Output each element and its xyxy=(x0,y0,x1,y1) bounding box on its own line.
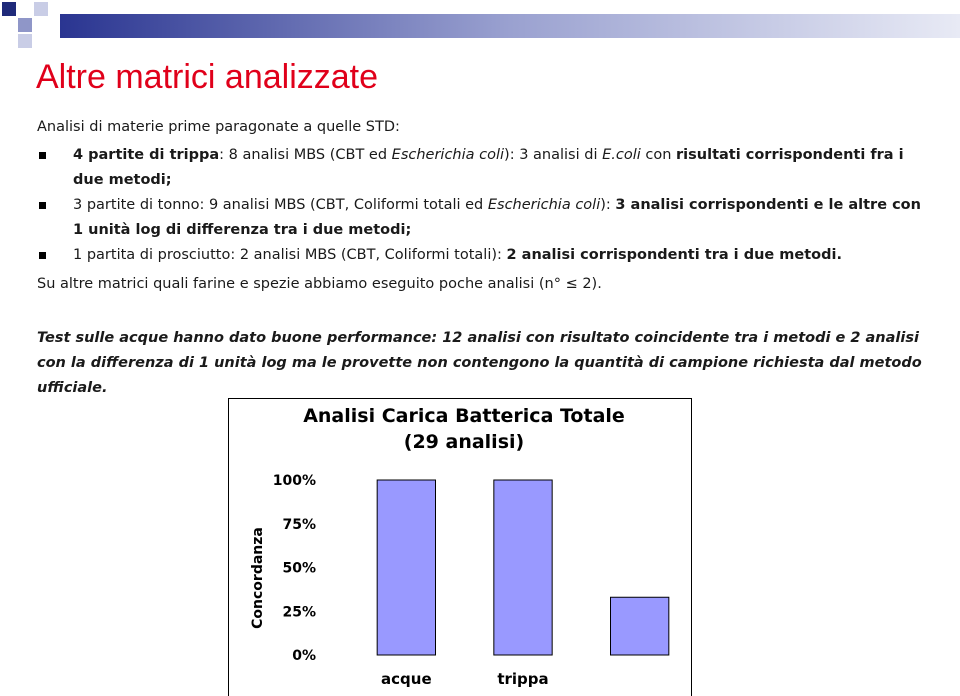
bar xyxy=(610,596,670,656)
chart-subtitle: (29 analisi) xyxy=(404,431,524,453)
y-tick-label: 100% xyxy=(273,473,316,489)
text-run: : 8 analisi MBS (CBT ed xyxy=(219,147,392,163)
text-run: con xyxy=(640,147,677,163)
text-run: risultati corrispondenti fra i due metod… xyxy=(73,147,904,188)
y-tick-label: 75% xyxy=(282,517,316,533)
text-run: E.coli xyxy=(602,147,641,163)
test-paragraph: Test sulle acque hanno dato buone perfor… xyxy=(37,330,922,396)
text-run: 2 analisi corrispondenti tra i due metod… xyxy=(506,247,842,263)
text-run: ): 3 analisi di xyxy=(504,147,603,163)
y-axis-label: Concordanza xyxy=(250,527,266,629)
y-tick-label: 50% xyxy=(282,561,316,577)
header-decoration xyxy=(0,0,960,52)
bar xyxy=(376,479,437,656)
bullet-marker xyxy=(39,152,46,159)
text-run: 3 partite di tonno: 9 analisi MBS (CBT, … xyxy=(73,197,488,213)
text-run: 3 analisi corrispondenti e le altre con … xyxy=(73,197,921,238)
bullet-item: 4 partite di trippa: 8 analisi MBS (CBT … xyxy=(73,143,933,193)
text-run: Escherichia coli xyxy=(487,197,601,213)
bullet-item: 3 partite di tonno: 9 analisi MBS (CBT, … xyxy=(73,193,933,243)
intro: Analisi di materie prime paragonate a qu… xyxy=(37,119,400,135)
chart: Analisi Carica Batterica Totale (29 anal… xyxy=(228,398,692,696)
text-run: ): xyxy=(600,197,616,213)
y-tick-label: 0% xyxy=(292,648,316,664)
text-run: 4 partite di trippa xyxy=(73,147,220,163)
note: Su altre matrici quali farine e spezie a… xyxy=(37,276,602,292)
bullet-marker xyxy=(39,202,46,209)
chart-title: Analisi Carica Batterica Totale xyxy=(303,405,625,427)
bullet-item: 1 partita di prosciutto: 2 analisi MBS (… xyxy=(73,243,933,268)
text-run: Escherichia coli xyxy=(391,147,505,163)
y-tick-label: 25% xyxy=(282,604,316,620)
slide-title: Altre matrici analizzate xyxy=(36,58,379,96)
bullet-marker xyxy=(39,252,46,259)
text-run: 1 partita di prosciutto: 2 analisi MBS (… xyxy=(73,247,507,263)
bar xyxy=(493,479,553,656)
x-tick-label: trippa xyxy=(497,670,548,688)
x-tick-label: acque xyxy=(381,670,432,688)
